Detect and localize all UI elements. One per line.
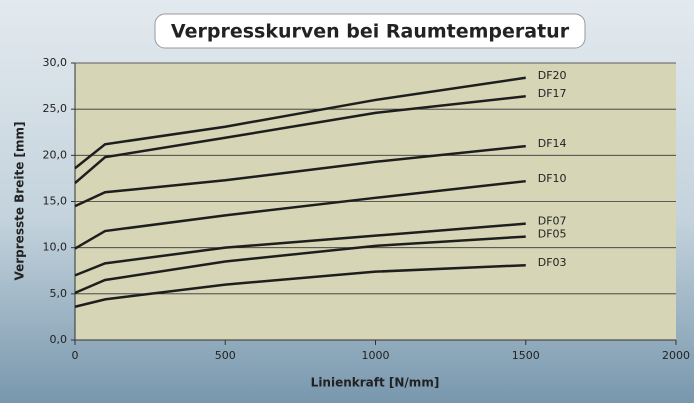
series-line [74,263,526,308]
series-label: DF17 [538,87,567,100]
x-tick-label: 500 [215,349,236,362]
series-label: DF07 [538,215,567,228]
series-line [74,76,526,170]
chart-title: Verpresskurven bei Raumtemperatur [171,21,570,43]
y-tick-label: 20,0 [43,148,68,161]
title-box [154,13,586,49]
x-axis-label: Linienkraft [N/mm] [311,376,440,390]
series-label: DF05 [538,228,567,241]
series-label: DF14 [538,137,567,150]
y-tick-label: 25,0 [43,102,68,115]
x-tick-label: 1000 [362,349,390,362]
y-tick-label: 5,0 [50,287,68,300]
y-tick-label: 10,0 [43,241,68,254]
series-line [74,222,526,277]
series-line [74,235,526,295]
series-label: DF20 [538,69,567,82]
x-tick-label: 1500 [512,349,540,362]
series-line [74,94,526,184]
series-label: DF03 [538,256,567,269]
series-label: DF10 [538,172,567,185]
series-line [74,144,526,208]
y-tick-label: 30,0 [43,56,68,69]
x-tick-label: 2000 [662,349,690,362]
y-axis-label: Verpresste Breite [mm] [13,121,27,280]
y-tick-label: 15,0 [43,195,68,208]
y-tick-label: 0,0 [50,333,68,346]
x-tick-label: 0 [72,349,79,362]
series-line [74,179,526,250]
